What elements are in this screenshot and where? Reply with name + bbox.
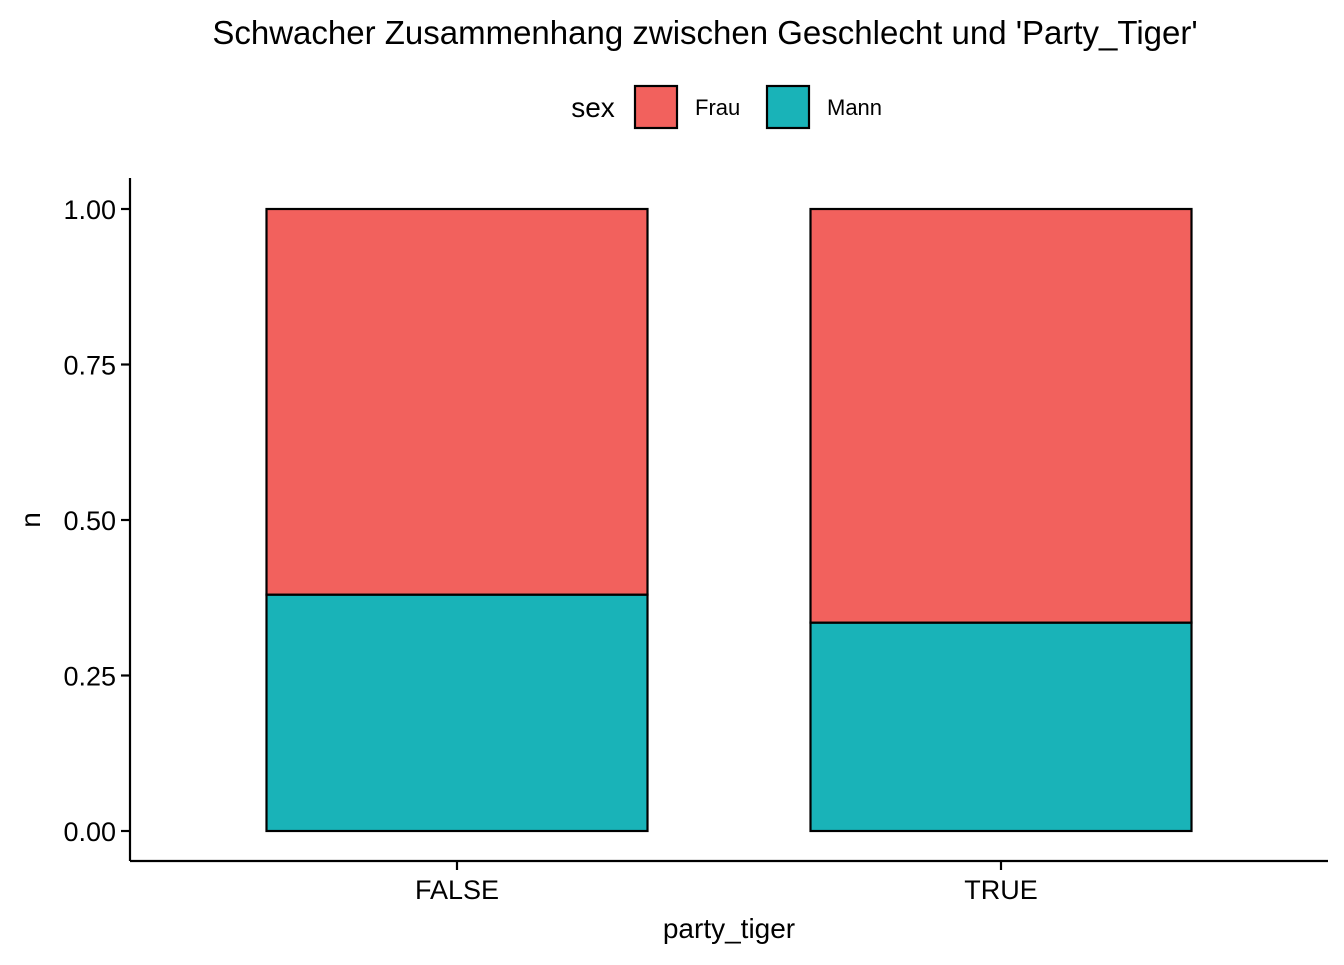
y-tick-label: 0.25 xyxy=(63,662,116,692)
bar-false-mann xyxy=(267,595,648,831)
y-tick-label: 0.75 xyxy=(63,351,116,381)
y-tick-label: 0.00 xyxy=(63,817,116,847)
y-axis-label: n xyxy=(15,512,46,528)
legend-title: sex xyxy=(571,92,615,123)
legend-label-mann: Mann xyxy=(827,95,882,120)
x-tick-label: FALSE xyxy=(415,875,499,905)
y-tick-label: 0.50 xyxy=(63,506,116,536)
x-tick-label: TRUE xyxy=(964,875,1038,905)
x-axis-label: party_tiger xyxy=(663,913,795,944)
bar-false-frau xyxy=(267,209,648,595)
legend-label-frau: Frau xyxy=(695,95,740,120)
bar-true-frau xyxy=(811,209,1192,623)
y-tick-label: 1.00 xyxy=(63,195,116,225)
bar-true-mann xyxy=(811,623,1192,831)
plot-area: 0.00 0.25 0.50 0.75 1.00 FALSE TRUE xyxy=(63,178,1328,905)
chart-title: Schwacher Zusammenhang zwischen Geschlec… xyxy=(212,14,1197,51)
legend-swatch-mann xyxy=(767,86,809,128)
legend-swatch-frau xyxy=(635,86,677,128)
legend: sex Frau Mann xyxy=(571,86,882,128)
